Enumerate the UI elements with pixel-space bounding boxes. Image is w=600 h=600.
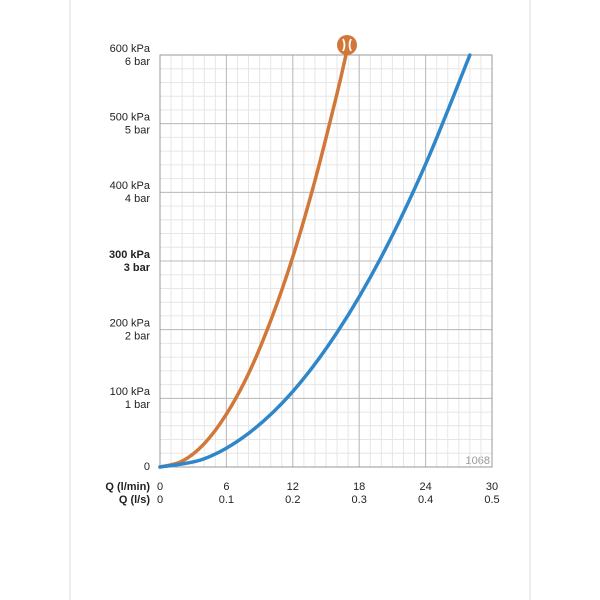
x2-tick-label: 0.2 (285, 494, 300, 506)
x2-tick-label: 0.4 (418, 494, 433, 506)
x2-tick-label: 0.3 (352, 494, 367, 506)
y-tick-label: 200 kPa (110, 318, 151, 330)
x-tick-label: 24 (419, 481, 431, 493)
x2-tick-label: 0.1 (219, 494, 234, 506)
x2-axis-label: Q (l/s) (119, 494, 151, 506)
x-tick-label: 12 (287, 481, 299, 493)
y2-tick-label: 3 bar (124, 262, 151, 274)
y-tick-label: 600 kPa (110, 43, 151, 55)
y-tick-label: 500 kPa (110, 112, 151, 124)
y-tick-label: 400 kPa (110, 180, 151, 192)
x-tick-label: 0 (157, 481, 163, 493)
y-tick-label: 0 (144, 461, 150, 473)
y2-tick-label: 2 bar (125, 331, 150, 343)
marker-icon (337, 35, 357, 55)
x2-tick-label: 0 (157, 494, 163, 506)
x2-tick-label: 0.5 (484, 494, 499, 506)
y-tick-label: 300 kPa (109, 249, 151, 261)
x-tick-label: 30 (486, 481, 498, 493)
x-tick-label: 18 (353, 481, 365, 493)
x-tick-label: 6 (223, 481, 229, 493)
series-line (158, 53, 348, 469)
grid (159, 54, 493, 468)
x-axis-label: Q (l/min) (105, 481, 150, 493)
series-line (158, 53, 472, 469)
y-tick-label: 100 kPa (110, 386, 151, 398)
y2-tick-label: 4 bar (125, 193, 150, 205)
y2-tick-label: 5 bar (125, 125, 150, 137)
y2-tick-label: 1 bar (125, 399, 150, 411)
plot (158, 53, 472, 469)
plot-frame (159, 54, 493, 468)
annotation: 1068 (466, 455, 490, 467)
y2-tick-label: 6 bar (125, 56, 150, 68)
